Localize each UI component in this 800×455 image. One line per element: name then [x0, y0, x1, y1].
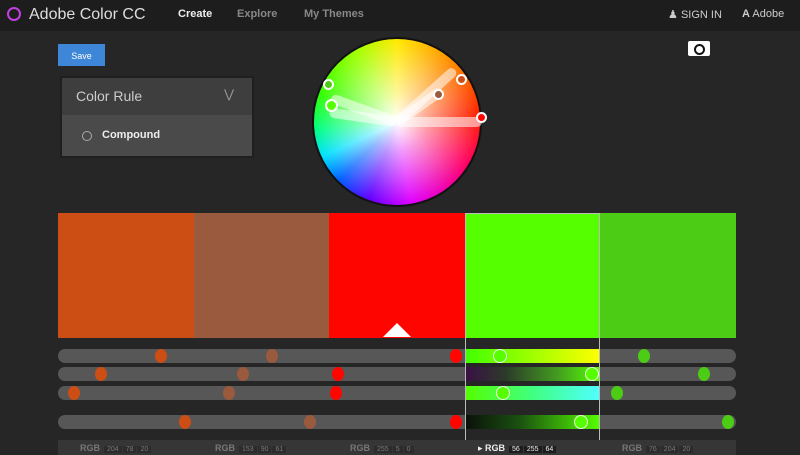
slider-knob[interactable]	[493, 349, 507, 363]
rgb-label: RGB	[622, 443, 642, 453]
adobe-color-logo-icon	[7, 7, 21, 21]
adobe-icon: A	[742, 8, 750, 20]
top-bar: Adobe Color CC Create Explore My Themes …	[0, 0, 800, 31]
color-swatch[interactable]	[194, 213, 329, 338]
rgb-value[interactable]: 153	[239, 446, 257, 453]
nav-explore[interactable]: Explore	[237, 8, 278, 20]
slider-knob[interactable]	[237, 367, 249, 381]
camera-icon[interactable]	[688, 41, 710, 56]
rgb-value[interactable]: 64	[542, 446, 557, 453]
save-button[interactable]: Save	[58, 44, 105, 66]
brand-title: Adobe Color CC	[29, 6, 146, 23]
wheel-handle[interactable]	[456, 74, 467, 85]
slider-knob[interactable]	[450, 415, 462, 429]
color-rule-title: Color Rule	[76, 88, 143, 104]
radio-icon	[82, 131, 92, 141]
rgb-value[interactable]: 90	[257, 446, 272, 453]
sign-in-label: SIGN IN	[680, 9, 722, 21]
saturation-gradient[interactable]	[465, 367, 600, 381]
rgb-label: RGB	[350, 443, 370, 453]
nav-create[interactable]: Create	[178, 8, 213, 20]
rgb-readout: RGB 76 204 20	[622, 443, 694, 453]
color-rule-option[interactable]: Compound	[62, 115, 252, 158]
color-swatch[interactable]	[58, 213, 194, 338]
rgb-value[interactable]: 56	[509, 446, 523, 453]
double-chevron-down-icon[interactable]: ⋁	[224, 87, 234, 101]
wheel-arm	[397, 117, 482, 127]
slider-knob[interactable]	[266, 349, 278, 363]
tone-gradient[interactable]	[465, 386, 600, 400]
slider-knob[interactable]	[698, 367, 710, 381]
rgb-readout: ▸ RGB 56 255 64	[478, 443, 557, 454]
color-rule-panel: Color Rule ⋁ Compound	[60, 76, 254, 158]
slider-knob[interactable]	[722, 415, 734, 429]
slider-track[interactable]	[58, 415, 736, 429]
slider-knob[interactable]	[68, 386, 80, 400]
rgb-readout: RGB 204 78 20	[80, 443, 152, 453]
slider-knob[interactable]	[304, 415, 316, 429]
sign-in-link[interactable]: ♟ SIGN IN	[668, 8, 722, 21]
slider-knob[interactable]	[223, 386, 235, 400]
brightness-gradient[interactable]	[465, 415, 600, 429]
slider-track[interactable]	[58, 367, 736, 381]
user-icon: ♟	[668, 9, 678, 21]
rgb-value[interactable]: 204	[660, 446, 679, 453]
base-color-marker	[383, 323, 411, 337]
nav-my-themes[interactable]: My Themes	[304, 8, 364, 20]
rgb-value[interactable]: 0	[403, 446, 414, 453]
rgb-value[interactable]: 61	[272, 446, 287, 453]
hue-gradient[interactable]	[465, 349, 600, 363]
slider-knob[interactable]	[450, 349, 462, 363]
color-rule-selected: Compound	[102, 129, 161, 141]
expand-arrow-icon[interactable]: ▸	[478, 443, 486, 453]
color-swatch[interactable]	[329, 213, 465, 338]
slider-knob[interactable]	[155, 349, 167, 363]
rgb-label: RGB	[80, 443, 100, 453]
slider-track[interactable]	[58, 386, 736, 400]
rgb-value[interactable]: 78	[122, 446, 137, 453]
rgb-value[interactable]: 5	[392, 446, 403, 453]
wheel-handle[interactable]	[476, 112, 487, 123]
rgb-value[interactable]: 20	[679, 446, 694, 453]
slider-knob[interactable]	[496, 386, 510, 400]
rgb-readout: RGB 255 5 0	[350, 443, 415, 453]
slider-knob[interactable]	[574, 415, 588, 429]
rgb-value[interactable]: 20	[137, 446, 152, 453]
slider-knob[interactable]	[95, 367, 107, 381]
color-rule-header[interactable]: Color Rule ⋁	[62, 78, 252, 115]
rgb-value[interactable]: 76	[646, 446, 660, 453]
slider-knob[interactable]	[638, 349, 650, 363]
color-swatch[interactable]	[600, 213, 736, 338]
wheel-handle-selected[interactable]	[325, 99, 338, 112]
rgb-label: RGB	[485, 443, 506, 453]
wheel-handle[interactable]	[433, 89, 444, 100]
rgb-value[interactable]: 255	[374, 446, 392, 453]
rgb-value[interactable]: 204	[104, 446, 122, 453]
adobe-link[interactable]: A Adobe	[742, 8, 784, 20]
slider-knob[interactable]	[611, 386, 623, 400]
slider-knob[interactable]	[179, 415, 191, 429]
rgb-readout: RGB 153 90 61	[215, 443, 287, 453]
color-swatch[interactable]	[465, 213, 600, 338]
slider-knob[interactable]	[330, 386, 342, 400]
wheel-handle[interactable]	[323, 79, 334, 90]
slider-knob[interactable]	[585, 367, 599, 381]
adobe-label: Adobe	[752, 8, 785, 20]
rgb-label: RGB	[215, 443, 235, 453]
rgb-value[interactable]: 255	[523, 446, 542, 453]
slider-knob[interactable]	[332, 367, 344, 381]
